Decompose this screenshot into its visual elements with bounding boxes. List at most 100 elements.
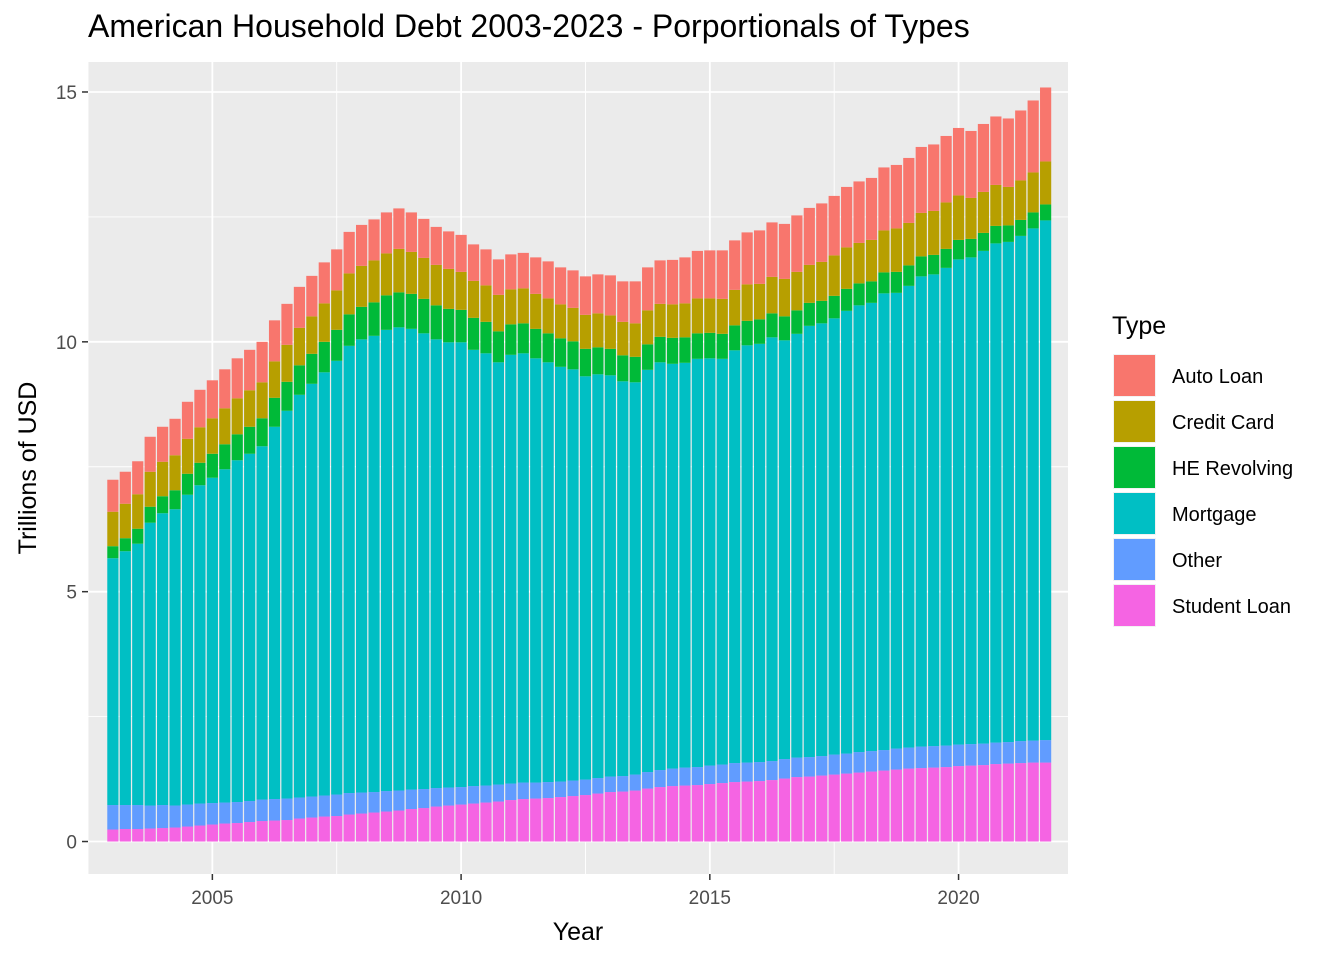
bar-segment-auto-loan — [592, 274, 604, 314]
y-tick-label: 5 — [66, 583, 77, 604]
bar-segment-mortgage — [928, 274, 940, 747]
bar-segment-student-loan — [231, 823, 243, 842]
bar-segment-other — [343, 793, 355, 815]
bar-segment-he-revolving — [194, 462, 206, 486]
bar-segment-credit-card — [778, 278, 791, 317]
bar-segment-student-loan — [144, 828, 156, 842]
bar-segment-mortgage — [679, 362, 691, 768]
bar-segment-auto-loan — [492, 259, 505, 295]
bar-segment-credit-card — [368, 260, 380, 303]
bar-segment-other — [753, 762, 766, 782]
bar-segment-he-revolving — [841, 288, 853, 311]
bar-segment-credit-card — [604, 315, 616, 349]
bar-segment-other — [219, 802, 231, 824]
bar-segment-auto-loan — [1015, 110, 1027, 181]
y-tick-label: 0 — [66, 833, 77, 854]
bar-segment-mortgage — [965, 257, 977, 745]
bar-segment-student-loan — [430, 806, 442, 842]
bar-segment-mortgage — [816, 323, 828, 757]
bar-segment-other — [629, 774, 641, 791]
bar-segment-auto-loan — [791, 215, 803, 272]
bar-segment-credit-card — [194, 427, 206, 463]
y-axis-title: Trillions of USD — [14, 382, 42, 555]
bar-segment-other — [741, 762, 753, 782]
bar-segment-mortgage — [306, 383, 318, 797]
bar-segment-credit-card — [729, 289, 741, 326]
bar-segment-mortgage — [654, 362, 666, 771]
bar-segment-credit-card — [716, 298, 728, 334]
bar-segment-student-loan — [741, 781, 753, 842]
bar-segment-auto-loan — [940, 135, 952, 203]
bar-segment-other — [542, 782, 554, 799]
bar-segment-student-loan — [778, 778, 791, 842]
bar-segment-auto-loan — [679, 257, 691, 304]
bar-segment-auto-loan — [990, 116, 1002, 185]
legend-swatch-credit-card — [1114, 401, 1155, 442]
bar-segment-mortgage — [455, 342, 467, 788]
bar-segment-auto-loan — [691, 250, 703, 299]
bar-segment-mortgage — [356, 339, 368, 793]
bar-segment-he-revolving — [480, 321, 492, 354]
x-tick-label: 2015 — [689, 888, 731, 909]
bar-segment-mortgage — [492, 362, 505, 785]
bar-segment-student-loan — [617, 791, 629, 842]
bar-segment-mortgage — [567, 369, 579, 781]
bar-segment-mortgage — [841, 310, 853, 754]
bar-segment-credit-card — [132, 494, 144, 529]
bar-segment-student-loan — [878, 770, 890, 842]
bar-segment-student-loan — [1015, 763, 1027, 842]
bar-segment-auto-loan — [405, 212, 417, 252]
bar-segment-student-loan — [803, 776, 815, 842]
bar-segment-he-revolving — [107, 546, 119, 559]
bar-segment-other — [803, 757, 815, 777]
bar-segment-he-revolving — [977, 232, 990, 251]
bar-segment-other — [965, 744, 977, 766]
bar-segment-student-loan — [903, 768, 915, 842]
bar-segment-auto-loan — [915, 146, 927, 213]
bar-segment-student-loan — [766, 780, 778, 842]
bar-segment-he-revolving — [666, 337, 679, 364]
bar-segment-auto-loan — [567, 270, 579, 308]
bar-segment-auto-loan — [331, 249, 343, 291]
bar-segment-auto-loan — [206, 380, 218, 419]
bar-segment-student-loan — [952, 766, 965, 842]
bar-segment-he-revolving — [741, 320, 753, 346]
bar-segment-mortgage — [1040, 220, 1052, 741]
bar-segment-auto-loan — [418, 218, 430, 258]
bar-segment-auto-loan — [368, 219, 380, 261]
bar-segment-he-revolving — [256, 418, 268, 447]
bar-segment-student-loan — [244, 822, 256, 842]
bar-segment-auto-loan — [293, 286, 306, 328]
bar-segment-auto-loan — [268, 320, 281, 362]
bar-segment-other — [517, 782, 529, 800]
bar-segment-mortgage — [405, 328, 417, 790]
bar-segment-credit-card — [219, 408, 231, 445]
bar-segment-he-revolving — [915, 256, 927, 277]
bar-segment-he-revolving — [617, 355, 629, 382]
bar-segment-mortgage — [505, 354, 517, 784]
bar-segment-credit-card — [592, 313, 604, 348]
bar-segment-student-loan — [729, 782, 741, 842]
bar-segment-student-loan — [1027, 762, 1039, 842]
bar-segment-other — [828, 754, 840, 775]
bar-segment-credit-card — [691, 298, 703, 334]
bar-segment-he-revolving — [691, 333, 703, 359]
bar-segment-student-loan — [268, 820, 281, 842]
bar-segment-student-loan — [343, 814, 355, 842]
bar-segment-he-revolving — [965, 238, 977, 258]
bar-segment-other — [704, 765, 716, 785]
bar-segment-credit-card — [990, 184, 1002, 226]
bar-segment-credit-card — [231, 398, 243, 435]
bar-segment-mortgage — [617, 381, 629, 777]
bar-segment-he-revolving — [455, 309, 467, 343]
bar-segment-credit-card — [206, 418, 218, 454]
bar-segment-other — [505, 783, 517, 801]
bar-segment-other — [952, 744, 965, 767]
bar-segment-credit-card — [617, 321, 629, 356]
bar-segment-he-revolving — [853, 283, 865, 306]
bar-segment-credit-card — [679, 303, 691, 338]
bar-segment-auto-loan — [119, 471, 131, 504]
bar-segment-auto-loan — [741, 232, 753, 285]
bar-segment-other — [554, 781, 567, 798]
bar-segment-credit-card — [791, 271, 803, 311]
